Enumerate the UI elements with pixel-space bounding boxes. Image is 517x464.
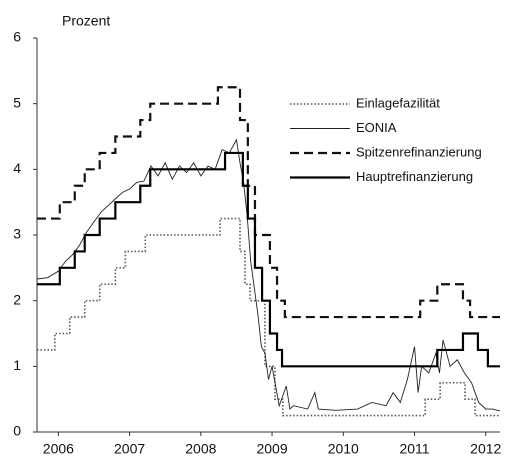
series-line (37, 86, 500, 319)
legend-label: Hauptrefinanzierung (356, 169, 473, 184)
y-tick-label: 0 (13, 423, 21, 439)
y-tick-label: 6 (13, 29, 21, 45)
x-tick-label: 2011 (399, 441, 429, 457)
y-tick-label: 4 (13, 160, 21, 176)
x-tick-label: 2012 (470, 441, 501, 457)
x-tick-label: 2010 (328, 441, 359, 457)
legend-label: EONIA (356, 120, 397, 135)
y-axis-label: Prozent (62, 13, 110, 29)
series-line (36, 138, 501, 412)
y-tick-label: 2 (13, 291, 21, 307)
y-tick-label: 3 (13, 226, 21, 242)
legend-label: Einlagefazilität (356, 95, 440, 110)
x-tick-label: 2008 (185, 441, 216, 457)
x-tick-label: 2009 (256, 441, 287, 457)
x-tick-label: 2006 (43, 441, 74, 457)
series-line (37, 217, 500, 417)
y-tick-label: 1 (13, 357, 21, 373)
legend-label: Spitzenrefinanzierung (356, 144, 482, 159)
y-tick-label: 5 (13, 94, 21, 110)
x-tick-label: 2007 (114, 441, 145, 457)
series-line (37, 151, 500, 368)
